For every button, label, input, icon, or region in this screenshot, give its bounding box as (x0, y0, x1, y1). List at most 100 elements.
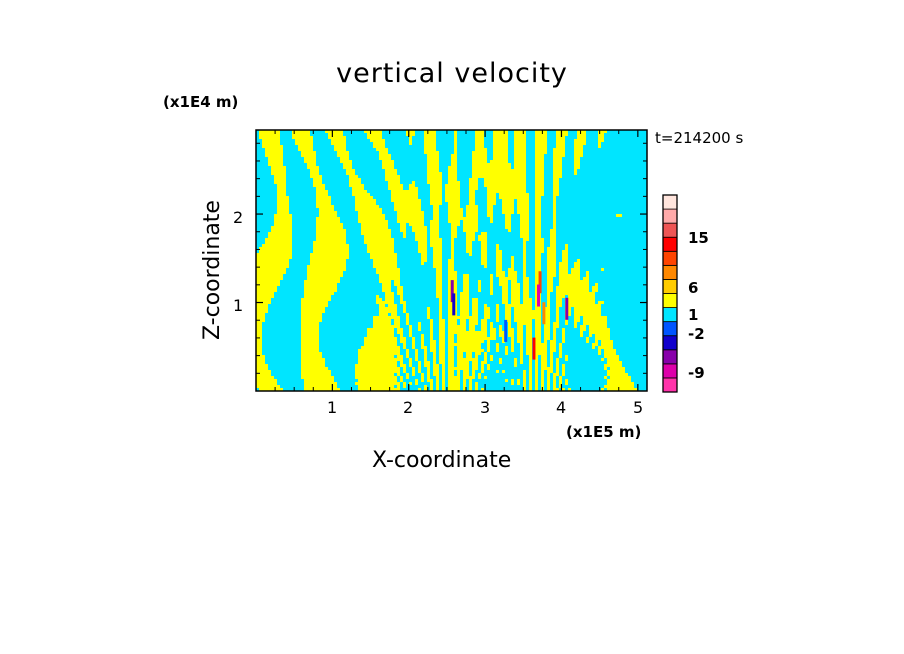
contour-band (310, 175, 322, 178)
contour-band (514, 166, 526, 169)
contour-band (451, 253, 454, 256)
contour-band (550, 355, 553, 358)
contour-band (379, 151, 388, 154)
contour-band (448, 214, 463, 217)
contour-band (406, 130, 415, 133)
contour-band (466, 244, 472, 247)
contour-band (526, 334, 532, 337)
contour-band (556, 313, 559, 316)
contour-band (415, 238, 427, 241)
contour-band (430, 226, 439, 229)
contour-band (442, 373, 445, 376)
contour-band (301, 301, 328, 304)
contour-band (448, 217, 478, 220)
contour-band (397, 355, 403, 358)
contour-band (256, 322, 262, 325)
contour-band (547, 370, 553, 373)
contour-band (328, 136, 346, 139)
contour-band (313, 181, 322, 184)
contour-band (511, 346, 514, 349)
contour-band (355, 205, 379, 208)
contour-band (382, 166, 394, 169)
contour-band (535, 334, 541, 337)
contour-band (409, 142, 412, 145)
contour-band (421, 334, 424, 337)
contour-band (448, 349, 454, 352)
contour-band (439, 328, 445, 331)
contour-band (409, 136, 412, 139)
contour-band (406, 349, 409, 352)
contour-band (535, 355, 538, 358)
y-tick-label: 1 (233, 296, 244, 315)
contour-band (307, 163, 316, 166)
contour-band (562, 253, 568, 256)
contour-band (520, 346, 523, 349)
contour-band (433, 253, 442, 256)
contour-band (553, 337, 556, 340)
contour-band (370, 256, 397, 259)
contour-band (469, 328, 475, 331)
contour-band (424, 139, 436, 142)
colorbar-segment (662, 363, 678, 379)
contour-band (553, 148, 565, 151)
contour-band (490, 334, 496, 337)
contour-band (535, 331, 541, 334)
contour-band (457, 355, 463, 358)
contour-band (445, 184, 460, 187)
contour-band (262, 145, 283, 148)
contour-band (451, 229, 457, 232)
contour-band (376, 268, 400, 271)
contour-band (508, 334, 514, 337)
contour-band (544, 337, 550, 340)
contour-band (601, 340, 613, 343)
contour-band (379, 157, 391, 160)
contour-band (472, 166, 511, 169)
contour-band (403, 370, 406, 373)
contour-band (304, 157, 316, 160)
contour-band (466, 241, 472, 244)
contour-band (409, 223, 424, 226)
contour-band (469, 178, 478, 181)
contour-band (397, 289, 403, 292)
contour-band (481, 250, 487, 253)
contour-band (469, 196, 475, 199)
contour-band (556, 145, 565, 148)
contour-band (547, 379, 550, 382)
contour-band (508, 328, 514, 331)
contour-band (559, 355, 562, 358)
contour-band (535, 373, 538, 376)
contour-band (448, 166, 457, 169)
contour-band (523, 274, 526, 277)
contour-band (514, 310, 541, 313)
contour-band (595, 334, 610, 337)
contour-band (484, 307, 490, 310)
contour-band (556, 370, 559, 373)
contour-band (349, 175, 358, 178)
contour-band (397, 331, 403, 334)
contour-band (523, 289, 529, 292)
contour-band (535, 145, 547, 148)
contour-band (277, 184, 286, 187)
contour-band (472, 154, 487, 157)
contour-band (481, 361, 487, 364)
contour-band (505, 310, 511, 313)
contour-band (430, 388, 433, 391)
contour-band (550, 238, 556, 241)
contour-band (451, 163, 457, 166)
contour-band (379, 274, 400, 277)
contour-band (331, 142, 346, 145)
contour-band (472, 172, 526, 175)
contour-band (448, 385, 460, 388)
contour-band (574, 160, 580, 163)
contour-band (406, 313, 409, 316)
contour-band (553, 331, 556, 334)
contour-band (364, 238, 394, 241)
contour-band (571, 268, 580, 271)
contour-band (460, 310, 469, 313)
contour-band (547, 253, 556, 256)
contour-band (265, 241, 292, 244)
contour-band (388, 304, 397, 307)
contour-band (607, 379, 631, 382)
contour-band (439, 298, 442, 301)
contour-band (451, 154, 457, 157)
